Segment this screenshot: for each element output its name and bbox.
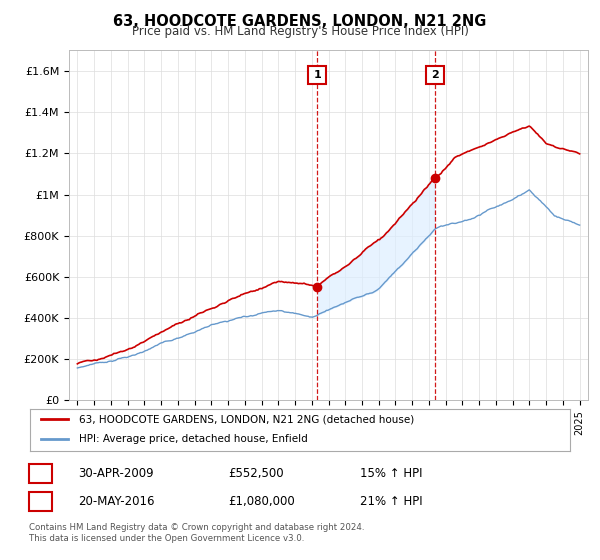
- Text: 63, HOODCOTE GARDENS, LONDON, N21 2NG: 63, HOODCOTE GARDENS, LONDON, N21 2NG: [113, 14, 487, 29]
- Text: HPI: Average price, detached house, Enfield: HPI: Average price, detached house, Enfi…: [79, 434, 307, 444]
- Text: 30-APR-2009: 30-APR-2009: [78, 466, 154, 480]
- Text: 1: 1: [313, 70, 321, 80]
- Text: 1: 1: [36, 466, 44, 480]
- Text: £1,080,000: £1,080,000: [228, 494, 295, 508]
- Text: 2: 2: [36, 494, 44, 508]
- Text: 21% ↑ HPI: 21% ↑ HPI: [360, 494, 422, 508]
- Text: 20-MAY-2016: 20-MAY-2016: [78, 494, 155, 508]
- Text: 2: 2: [431, 70, 439, 80]
- Text: Price paid vs. HM Land Registry's House Price Index (HPI): Price paid vs. HM Land Registry's House …: [131, 25, 469, 38]
- Text: Contains HM Land Registry data © Crown copyright and database right 2024.
This d: Contains HM Land Registry data © Crown c…: [29, 524, 364, 543]
- Text: £552,500: £552,500: [228, 466, 284, 480]
- Text: 63, HOODCOTE GARDENS, LONDON, N21 2NG (detached house): 63, HOODCOTE GARDENS, LONDON, N21 2NG (d…: [79, 414, 414, 424]
- Text: 15% ↑ HPI: 15% ↑ HPI: [360, 466, 422, 480]
